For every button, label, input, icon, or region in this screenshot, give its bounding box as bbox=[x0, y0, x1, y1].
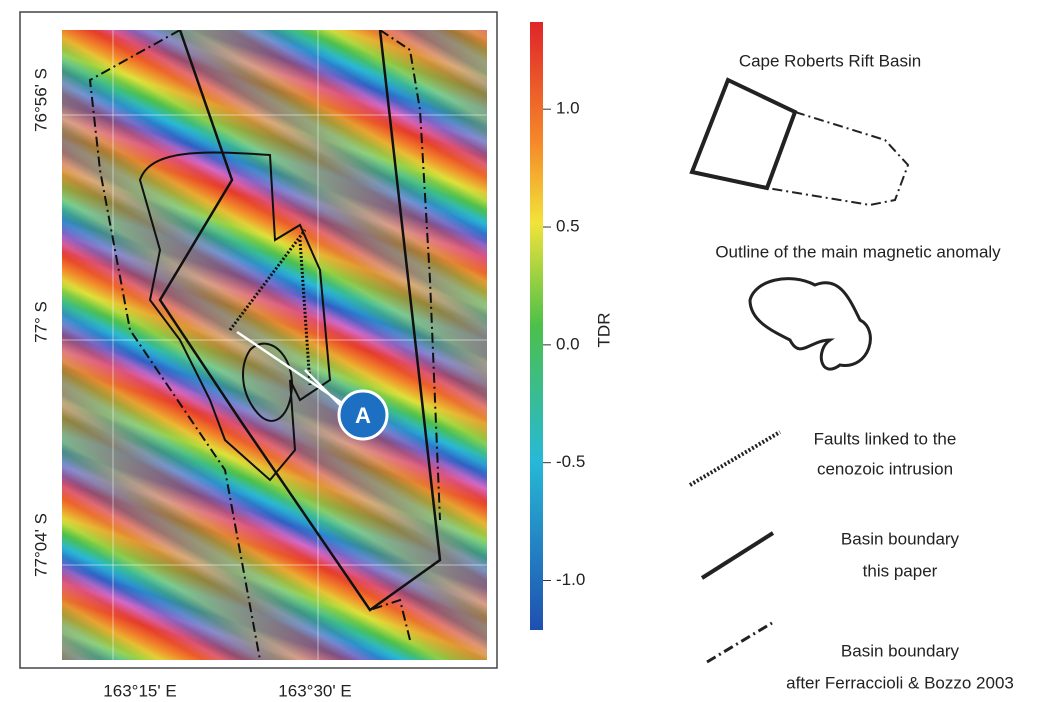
colorbar-tick-label: 1.0 bbox=[556, 99, 580, 118]
lon-label: 163°15' E bbox=[103, 681, 176, 700]
colorbar-ticks: 1.0 0.5 0.0 -0.5 -1.0 bbox=[543, 99, 585, 589]
legend-label: Outline of the main magnetic anomaly bbox=[715, 242, 1001, 261]
lon-label: 163°30' E bbox=[278, 681, 351, 700]
legend-label: Basin boundary bbox=[841, 529, 960, 548]
lat-label: 77°04' S bbox=[31, 513, 50, 577]
colorbar bbox=[530, 22, 543, 630]
legend-label: Cape Roberts Rift Basin bbox=[739, 51, 921, 70]
colorbar-tick-label: 0.0 bbox=[556, 334, 580, 353]
colorbar-tick-label: -0.5 bbox=[556, 452, 585, 471]
legend-label: this paper bbox=[863, 561, 938, 580]
lat-label: 76°56' S bbox=[31, 68, 50, 132]
colorbar-tick-label: -1.0 bbox=[556, 570, 585, 589]
legend-label: after Ferraccioli & Bozzo 2003 bbox=[786, 673, 1014, 692]
colorbar-label: TDR bbox=[594, 313, 613, 348]
tdr-raster bbox=[62, 30, 487, 660]
legend-label: Faults linked to the bbox=[814, 429, 957, 448]
legend-label: cenozoic intrusion bbox=[817, 459, 953, 478]
colorbar-tick-label: 0.5 bbox=[556, 217, 580, 236]
site-label: A bbox=[355, 403, 371, 428]
figure: A 76°56' S 77° S 77°04' S 163°15' E 163°… bbox=[0, 0, 1055, 702]
legend-label: Basin boundary bbox=[841, 641, 960, 660]
lat-label: 77° S bbox=[31, 301, 50, 343]
legend-text: Cape Roberts Rift Basin Outline of the ma… bbox=[715, 51, 1014, 692]
